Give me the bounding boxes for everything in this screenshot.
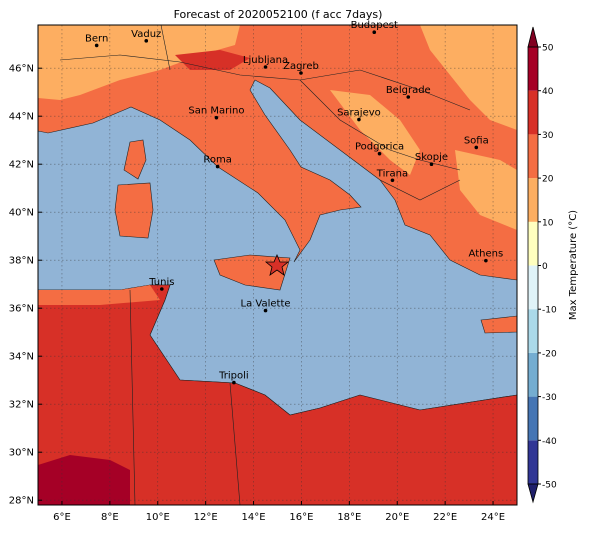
city-label: Tunis bbox=[148, 277, 174, 288]
city-label: Skopje bbox=[415, 152, 448, 163]
colorbar-band bbox=[528, 90, 538, 135]
city-dot bbox=[160, 287, 164, 291]
colorbar-tick-label: 30 bbox=[542, 131, 554, 141]
map-frame bbox=[37, 24, 518, 506]
x-tick-label: 10°E bbox=[146, 512, 170, 523]
city-dot bbox=[263, 65, 268, 69]
city-dot bbox=[263, 308, 268, 313]
city-label: Sofia bbox=[464, 135, 489, 146]
corsica bbox=[123, 139, 147, 180]
x-tick-label: 20°E bbox=[385, 512, 409, 523]
city-label: Bern bbox=[85, 33, 108, 44]
y-tick-label: 46°N bbox=[9, 64, 34, 75]
colorbar-tick-label: -20 bbox=[542, 349, 557, 359]
colorbar-band bbox=[528, 134, 538, 179]
colorbar-band bbox=[528, 396, 538, 441]
x-tick-label: 24°E bbox=[481, 512, 505, 523]
city-label: Athens bbox=[469, 249, 504, 260]
city-label: Ljubljana bbox=[243, 55, 288, 66]
city-dot bbox=[299, 71, 303, 75]
city-label: Roma bbox=[203, 155, 232, 166]
x-tick-label: 12°E bbox=[194, 512, 218, 523]
y-tick-label: 32°N bbox=[9, 400, 34, 411]
y-tick-label: 44°N bbox=[9, 112, 34, 123]
colorbar-tick-label: -40 bbox=[542, 437, 557, 447]
colorbar-band bbox=[528, 47, 538, 91]
map-title: Forecast of 2020052100 (f acc 7days) bbox=[174, 8, 383, 21]
colorbar-tick-label: 40 bbox=[542, 87, 554, 97]
city-dot bbox=[474, 145, 479, 150]
city-label: Belgrade bbox=[386, 85, 431, 96]
crete bbox=[480, 315, 517, 334]
city-label: Tripoli bbox=[218, 371, 249, 382]
colorbar-band bbox=[528, 221, 538, 266]
x-tick-label: 22°E bbox=[433, 512, 457, 523]
colorbar-band bbox=[528, 352, 538, 397]
city-dot bbox=[429, 162, 434, 166]
city-label: Tirana bbox=[376, 168, 408, 179]
colorbar-band bbox=[528, 265, 538, 310]
city-dot bbox=[144, 39, 149, 43]
city-dot bbox=[484, 258, 488, 263]
coast-strip bbox=[38, 285, 160, 305]
city-dot bbox=[214, 115, 219, 120]
carpathian-band bbox=[420, 25, 517, 130]
sardinia bbox=[114, 182, 154, 239]
colorbar-band bbox=[528, 178, 538, 222]
y-tick-label: 40°N bbox=[9, 208, 34, 219]
city-label: Vaduz bbox=[131, 29, 161, 40]
x-tick-label: 16°E bbox=[289, 512, 313, 523]
colorbar-band bbox=[528, 440, 538, 484]
city-label: Budapest bbox=[351, 20, 398, 31]
greece-band bbox=[455, 150, 517, 230]
colorbar-extend-top bbox=[527, 26, 539, 48]
location-star bbox=[264, 253, 290, 276]
x-tick-label: 6°E bbox=[53, 512, 71, 523]
city-label: La Valette bbox=[241, 299, 291, 310]
alps-band bbox=[38, 25, 240, 100]
colorbar-band bbox=[528, 309, 538, 353]
city-label: Podgorica bbox=[355, 142, 404, 153]
colorbar-tick-label: 10 bbox=[542, 218, 554, 228]
colorbar-tick-label: -30 bbox=[542, 393, 557, 403]
colorbar-tick-label: 50 bbox=[542, 44, 554, 54]
city-dot bbox=[215, 164, 220, 169]
city-dot bbox=[406, 95, 411, 99]
x-tick-label: 8°E bbox=[101, 512, 119, 523]
y-tick-label: 36°N bbox=[9, 304, 34, 315]
colorbar-extend-bottom bbox=[527, 483, 539, 504]
x-tick-label: 18°E bbox=[337, 512, 361, 523]
city-label: San Marino bbox=[188, 106, 244, 117]
city-dot bbox=[372, 30, 377, 34]
city-dot bbox=[357, 117, 361, 122]
city-dot bbox=[390, 178, 395, 183]
colorbar-tick-label: -50 bbox=[542, 481, 557, 491]
colorbar-tick-label: 20 bbox=[542, 175, 554, 185]
colorbar-tick-label: -10 bbox=[542, 306, 557, 316]
y-tick-label: 38°N bbox=[9, 256, 34, 267]
city-dot bbox=[377, 151, 382, 156]
x-tick-label: 14°E bbox=[242, 512, 266, 523]
colorbar-tick-label: 0 bbox=[542, 262, 548, 272]
city-label: Zagreb bbox=[283, 61, 319, 72]
hot-patch bbox=[38, 455, 130, 505]
city-dot bbox=[232, 380, 236, 385]
city-label: Sarajevo bbox=[337, 108, 381, 119]
y-tick-label: 28°N bbox=[9, 496, 34, 507]
y-tick-label: 30°N bbox=[9, 448, 34, 459]
city-dot bbox=[94, 43, 99, 48]
borders bbox=[59, 25, 471, 505]
graticule: 6°E 8°E 10°E 12°E 14°E 16°E 18°E 20°E 22°E 24°E 28… bbox=[9, 25, 517, 523]
colorbar: -50 -40 -30 -20 -10 0 10 20 30 40 50 bbox=[527, 26, 557, 504]
y-tick-label: 34°N bbox=[9, 352, 34, 363]
y-tick-label: 42°N bbox=[9, 160, 34, 171]
colorbar-label: Max Temperature (°C) bbox=[568, 210, 579, 320]
